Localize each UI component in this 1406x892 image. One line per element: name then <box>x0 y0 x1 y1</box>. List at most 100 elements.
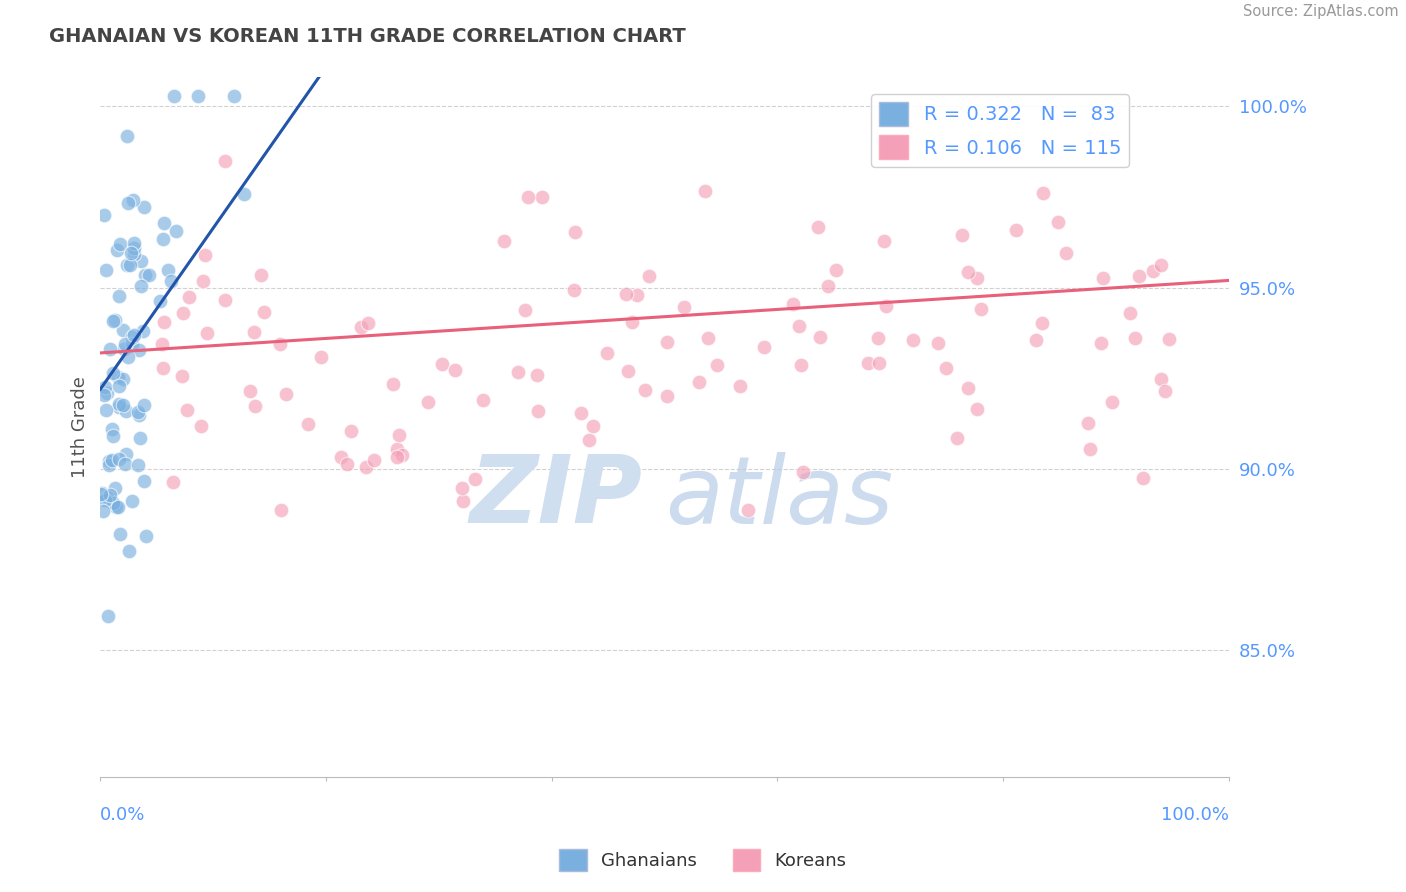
Point <box>1157 332 1180 346</box>
Point <box>179 290 201 304</box>
Point <box>492 234 515 248</box>
Point <box>152 337 174 351</box>
Point <box>108 289 131 303</box>
Point <box>163 88 186 103</box>
Point <box>172 368 194 383</box>
Point <box>297 417 319 431</box>
Point <box>105 243 128 257</box>
Point <box>117 259 139 273</box>
Point <box>132 325 155 339</box>
Point <box>946 431 969 445</box>
Point <box>101 452 124 467</box>
Point <box>104 500 127 514</box>
Point <box>253 305 276 319</box>
Point <box>868 330 890 344</box>
Point <box>626 288 648 302</box>
Point <box>339 424 361 438</box>
Point <box>517 189 540 203</box>
Point <box>98 342 121 356</box>
Point <box>1031 316 1053 330</box>
Point <box>117 195 139 210</box>
Point <box>114 458 136 472</box>
Point <box>107 379 129 393</box>
Point <box>385 442 408 457</box>
Point <box>388 428 411 442</box>
Point <box>245 400 267 414</box>
Point <box>132 398 155 412</box>
Point <box>688 375 710 389</box>
Point <box>957 381 980 395</box>
Point <box>432 357 454 371</box>
Point <box>91 504 114 518</box>
Point <box>792 465 814 479</box>
Point <box>238 384 260 398</box>
Point <box>787 318 810 333</box>
Point <box>527 404 550 418</box>
Point <box>96 402 118 417</box>
Point <box>190 418 212 433</box>
Point <box>638 269 661 284</box>
Point <box>872 234 894 248</box>
Point <box>103 366 125 380</box>
Point <box>93 493 115 508</box>
Point <box>391 449 413 463</box>
Point <box>121 336 143 351</box>
Point <box>1128 268 1150 283</box>
Point <box>513 302 536 317</box>
Point <box>614 286 637 301</box>
Text: ZIP: ZIP <box>470 451 643 543</box>
Point <box>132 474 155 488</box>
Point <box>655 389 678 403</box>
Point <box>224 88 246 103</box>
Point <box>693 184 716 198</box>
Point <box>350 320 373 334</box>
Text: atlas: atlas <box>665 451 893 542</box>
Point <box>1132 471 1154 485</box>
Point <box>117 351 139 365</box>
Point <box>112 343 135 357</box>
Point <box>120 258 142 272</box>
Point <box>194 248 217 262</box>
Point <box>153 216 176 230</box>
Point <box>782 297 804 311</box>
Point <box>336 458 359 472</box>
Point <box>107 500 129 515</box>
Point <box>1149 258 1171 272</box>
Point <box>108 451 131 466</box>
Point <box>135 529 157 543</box>
Point <box>672 300 695 314</box>
Point <box>596 346 619 360</box>
Point <box>274 386 297 401</box>
Point <box>93 208 115 222</box>
Y-axis label: 11th Grade: 11th Grade <box>72 376 89 478</box>
Point <box>1119 306 1142 320</box>
Point <box>250 268 273 282</box>
Point <box>1078 442 1101 457</box>
Point <box>214 293 236 307</box>
Point <box>91 486 114 500</box>
Point <box>903 333 925 347</box>
Point <box>101 496 124 510</box>
Point <box>966 402 988 417</box>
Point <box>120 246 142 260</box>
Point <box>112 371 135 385</box>
Text: GHANAIAN VS KOREAN 11TH GRADE CORRELATION CHART: GHANAIAN VS KOREAN 11TH GRADE CORRELATIO… <box>49 27 686 45</box>
Point <box>160 274 183 288</box>
Point <box>232 187 254 202</box>
Point <box>1150 372 1173 386</box>
Text: 0.0%: 0.0% <box>100 806 146 824</box>
Point <box>134 268 156 282</box>
Point <box>530 189 553 203</box>
Point <box>363 453 385 467</box>
Point <box>122 242 145 256</box>
Point <box>1090 336 1112 351</box>
Point <box>93 380 115 394</box>
Point <box>1004 223 1026 237</box>
Point <box>1123 331 1146 345</box>
Point <box>311 350 333 364</box>
Point <box>157 262 180 277</box>
Point <box>634 384 657 398</box>
Point <box>98 488 121 502</box>
Point <box>868 356 890 370</box>
Point <box>172 306 194 320</box>
